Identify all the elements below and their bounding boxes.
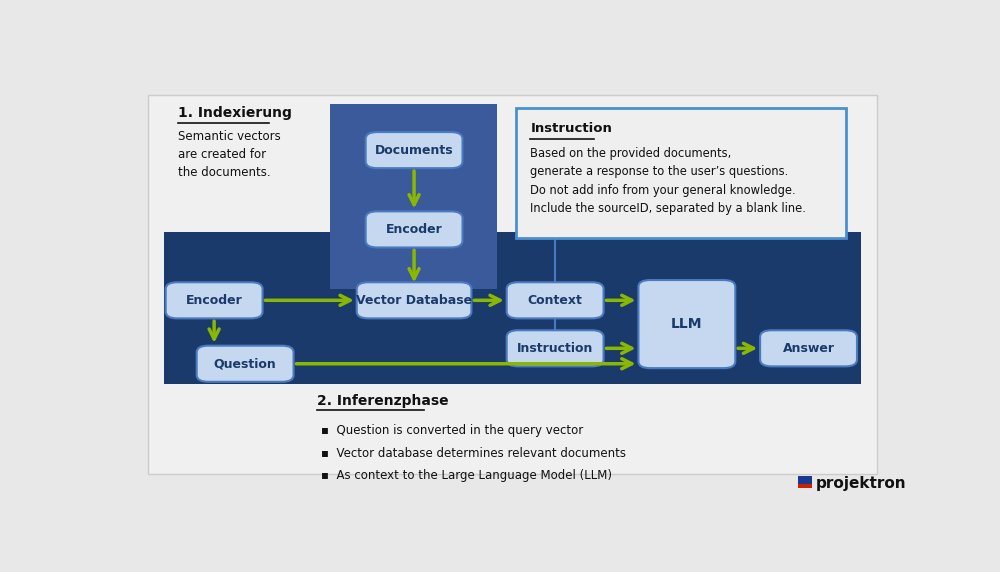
Text: 2. Inferenzphase: 2. Inferenzphase bbox=[317, 394, 449, 408]
Text: Vector Database: Vector Database bbox=[356, 294, 472, 307]
Text: projektron: projektron bbox=[816, 476, 906, 491]
Bar bbox=[798, 484, 812, 488]
Text: 1. Indexierung: 1. Indexierung bbox=[178, 106, 292, 120]
Text: Encoder: Encoder bbox=[186, 294, 242, 307]
FancyBboxPatch shape bbox=[148, 95, 877, 474]
Text: Encoder: Encoder bbox=[386, 223, 442, 236]
FancyBboxPatch shape bbox=[166, 282, 263, 319]
Text: LLM: LLM bbox=[671, 317, 703, 331]
Text: Answer: Answer bbox=[783, 342, 835, 355]
Bar bbox=[330, 104, 497, 289]
Bar bbox=[798, 476, 812, 483]
FancyBboxPatch shape bbox=[638, 280, 735, 368]
Text: Semantic vectors
are created for
the documents.: Semantic vectors are created for the doc… bbox=[178, 130, 280, 179]
FancyBboxPatch shape bbox=[507, 282, 604, 319]
Text: ▪  As context to the Large Language Model (LLM): ▪ As context to the Large Language Model… bbox=[321, 470, 612, 482]
FancyBboxPatch shape bbox=[366, 211, 463, 248]
Text: Instruction: Instruction bbox=[517, 342, 593, 355]
Bar bbox=[164, 232, 861, 384]
FancyBboxPatch shape bbox=[516, 108, 846, 238]
FancyBboxPatch shape bbox=[366, 132, 463, 168]
Text: Context: Context bbox=[528, 294, 583, 307]
FancyBboxPatch shape bbox=[357, 282, 471, 319]
FancyBboxPatch shape bbox=[760, 330, 857, 367]
Text: Question: Question bbox=[214, 358, 276, 370]
FancyBboxPatch shape bbox=[197, 345, 294, 382]
Text: Instruction: Instruction bbox=[530, 122, 612, 136]
Text: Documents: Documents bbox=[375, 144, 453, 157]
Text: ▪  Vector database determines relevant documents: ▪ Vector database determines relevant do… bbox=[321, 447, 626, 459]
Text: ▪  Question is converted in the query vector: ▪ Question is converted in the query vec… bbox=[321, 424, 583, 436]
FancyBboxPatch shape bbox=[507, 330, 604, 367]
Text: Based on the provided documents,
generate a response to the user’s questions.
Do: Based on the provided documents, generat… bbox=[530, 146, 806, 215]
